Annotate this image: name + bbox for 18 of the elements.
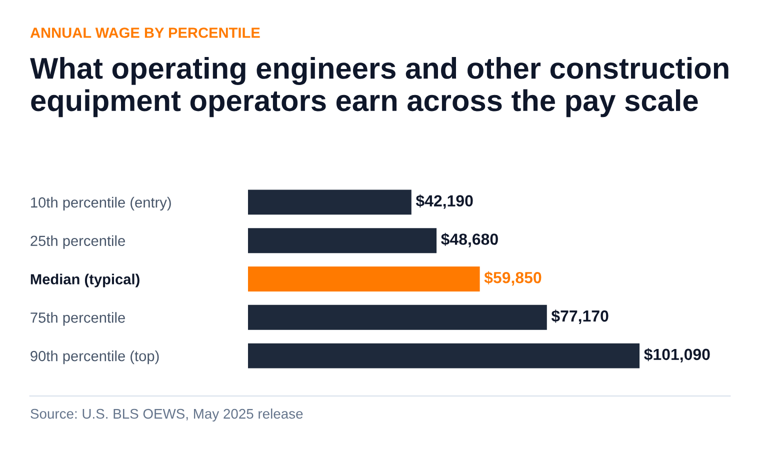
data-label: $77,170 bbox=[551, 310, 608, 324]
data-label: $101,090 bbox=[644, 348, 710, 362]
y-tick-label: 10th percentile (entry) bbox=[31, 196, 171, 211]
y-tick-label: 75th percentile bbox=[30, 312, 125, 326]
data-label: $42,190 bbox=[416, 194, 473, 209]
y-tick-label: 90th percentile (top) bbox=[30, 350, 159, 364]
chart-title: What operating engineers and other construction equipment operators earn across the pay scale bbox=[30, 57, 728, 118]
bar bbox=[248, 228, 437, 254]
bar bbox=[248, 266, 480, 292]
y-tick-label: 25th percentile bbox=[30, 235, 125, 249]
bar bbox=[248, 343, 640, 368]
data-label: $48,680 bbox=[441, 232, 498, 248]
source-note: Source: U.S. BLS OEWS, May 2025 release bbox=[30, 408, 303, 422]
bar bbox=[248, 304, 547, 330]
bar bbox=[248, 190, 412, 215]
y-tick-label: Median (typical) bbox=[30, 274, 140, 288]
data-label: $59,850 bbox=[484, 271, 542, 286]
chart-subtitle: ANNUAL WAGE BY PERCENTILE bbox=[30, 28, 260, 38]
